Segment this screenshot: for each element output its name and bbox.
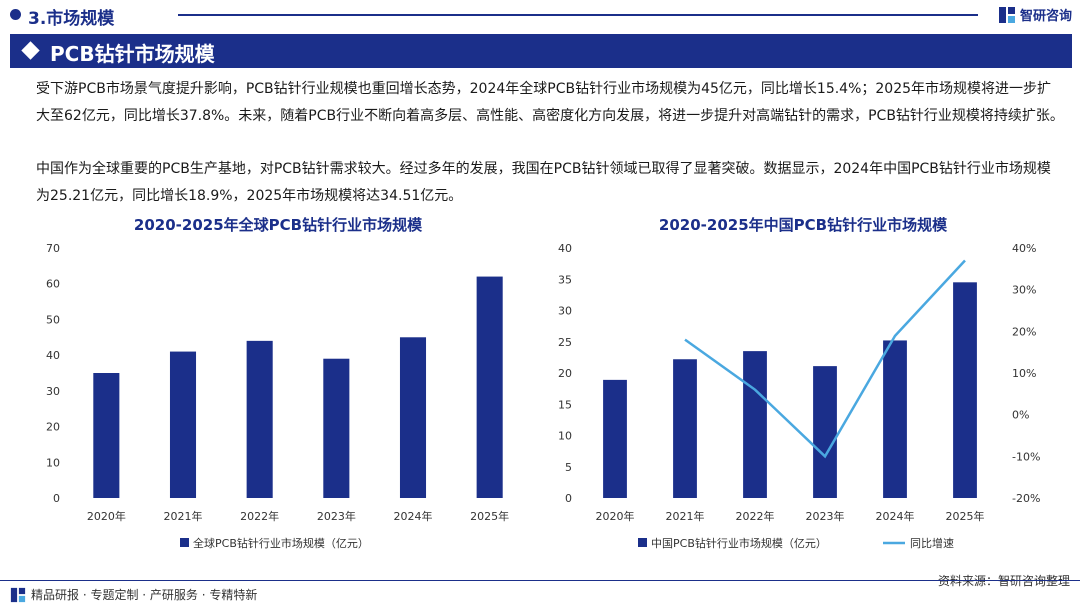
y-tick-label: 0 (53, 492, 60, 505)
global-market-chart: 0 10 20 30 40 50 60 70 2020年 2021年 2022年 2023年 2024年… (46, 242, 509, 550)
x-tick-label: 2022年 (736, 509, 775, 523)
bar (399, 337, 427, 498)
footer-logo-icon (10, 587, 26, 602)
y-tick-label: 30 (46, 385, 60, 398)
x-tick-label: 2025年 (470, 509, 509, 523)
x-tick-label: 2022年 (240, 509, 279, 523)
y-tick-label: 15 (558, 398, 572, 411)
y2-tick-label: 0% (1012, 409, 1029, 422)
y-tick-label: 60 (46, 278, 60, 291)
bar (953, 282, 977, 498)
y-tick-label: 50 (46, 313, 60, 326)
x-tick-label: 2021年 (164, 509, 203, 523)
y2-tick-label: 20% (1012, 325, 1036, 338)
brand-logo-icon (998, 6, 1015, 23)
footer-divider (0, 580, 1080, 581)
chart-title-china: 2020-2025年中国PCB钻针行业市场规模 (658, 216, 948, 234)
bar (169, 351, 197, 498)
legend-swatch (180, 538, 189, 547)
bar (93, 373, 120, 498)
bar (246, 340, 273, 498)
top-bar: 3.市场规模 智研咨询 (0, 0, 1080, 30)
y-tick-label: 10 (558, 430, 572, 443)
legend-swatch (638, 538, 647, 547)
title-bar: PCB钻针市场规模 (10, 34, 1072, 68)
x-tick-label: 2023年 (317, 509, 356, 523)
y-tick-label: 20 (46, 421, 60, 434)
y-tick-label: 0 (565, 492, 572, 505)
legend-label: 全球PCB钻针行业市场规模（亿元） (193, 536, 369, 550)
chart-title-global: 2020-2025年全球PCB钻针行业市场规模 (133, 216, 423, 234)
x-tick-label: 2025年 (946, 509, 985, 523)
y-tick-label: 25 (558, 336, 572, 349)
y-tick-label: 40 (558, 242, 572, 255)
china-market-chart: 0 5 10 15 20 25 30 35 40 2020年 2021年 2022年 2023年 2024… (558, 242, 1040, 550)
x-tick-label: 2021年 (666, 509, 705, 523)
paragraph-global: 受下游PCB市场景气度提升影响，PCB钻针行业规模也重回增长态势，2024年全球… (36, 81, 1064, 124)
legend-label: 同比增速 (910, 536, 954, 550)
y-tick-label: 70 (46, 242, 60, 255)
brand: 智研咨询 (998, 5, 1072, 24)
bar (603, 379, 627, 498)
y-tick-label: 30 (558, 305, 572, 318)
y-tick-label: 35 (558, 273, 572, 286)
bar (323, 358, 350, 498)
section-bullet-icon (10, 9, 21, 20)
x-tick-label: 2024年 (394, 509, 433, 523)
diamond-icon (21, 41, 40, 60)
y-tick-label: 10 (46, 456, 60, 469)
y2-tick-label: 40% (1012, 242, 1036, 255)
legend-label: 中国PCB钻针行业市场规模（亿元） (651, 536, 827, 550)
bar (476, 276, 503, 498)
footer: 精品研报 · 专题定制 · 产研服务 · 专精特新 (10, 586, 257, 603)
x-tick-label: 2020年 (87, 509, 126, 523)
bar (673, 359, 697, 498)
x-tick-label: 2020年 (596, 509, 635, 523)
x-tick-label: 2024年 (876, 509, 915, 523)
bar (883, 340, 907, 498)
growth-line (684, 259, 966, 459)
y2-tick-label: -10% (1012, 450, 1040, 463)
source-note: 资料来源：智研咨询整理 (937, 574, 1070, 588)
y-tick-label: 5 (565, 461, 572, 474)
brand-name: 智研咨询 (1019, 9, 1072, 24)
y-tick-label: 20 (558, 367, 572, 380)
y-tick-label: 40 (46, 349, 60, 362)
section-label: 3.市场规模 (28, 9, 115, 29)
bar (813, 366, 837, 498)
paragraph-china: 中国作为全球重要的PCB生产基地，对PCB钻针需求较大。经过多年的发展，我国在P… (36, 161, 1051, 204)
y2-tick-label: 30% (1012, 284, 1036, 297)
bar (743, 351, 767, 498)
page-title: PCB钻针市场规模 (50, 42, 215, 66)
y2-tick-label: 10% (1012, 367, 1036, 380)
top-divider (178, 14, 978, 16)
y2-tick-label: -20% (1012, 492, 1040, 505)
footer-services: 精品研报 · 专题定制 · 产研服务 · 专精特新 (31, 588, 258, 602)
x-tick-label: 2023年 (806, 509, 845, 523)
